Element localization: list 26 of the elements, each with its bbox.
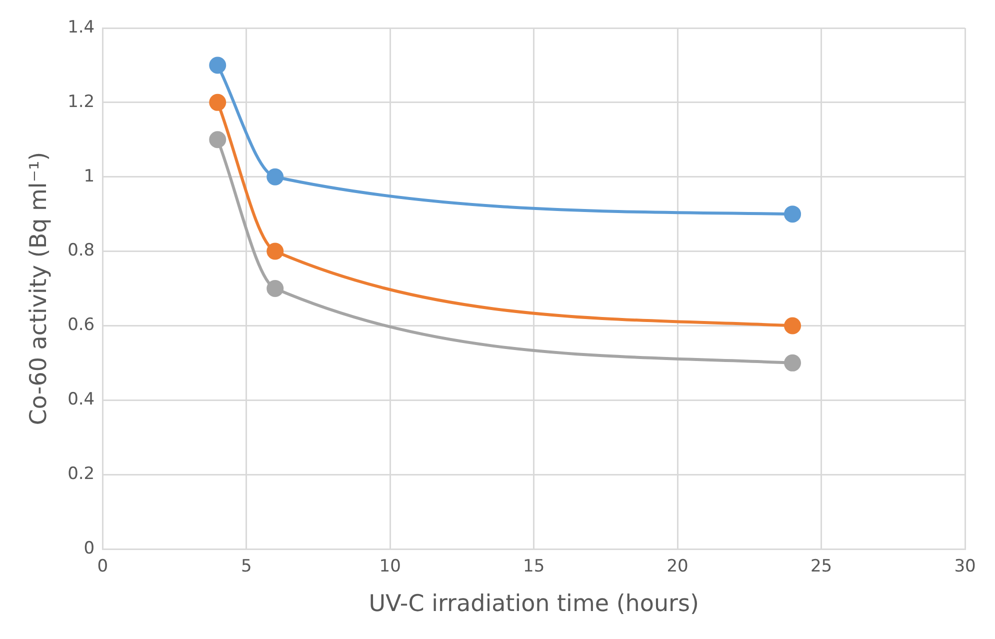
x-tick-label: 10: [379, 556, 401, 577]
y-tick-label: 1: [84, 166, 95, 186]
x-tick-label: 30: [954, 556, 976, 577]
y-tick-label: 0.8: [68, 240, 95, 261]
x-tick-label: 5: [240, 556, 252, 577]
y-tick-label: 0.2: [68, 464, 95, 484]
y-tick-label: 0.4: [68, 390, 95, 410]
point: [784, 317, 802, 334]
point: [266, 242, 284, 260]
point: [266, 168, 284, 186]
y-axis-title: Co-60 activity (Bq ml⁻¹): [26, 152, 52, 426]
point: [209, 131, 226, 148]
point: [784, 206, 802, 223]
x-tick-label: 15: [522, 556, 545, 577]
x-tick-label: 0: [97, 556, 108, 577]
point: [209, 56, 226, 74]
x-axis-title: UV-C irradiation time (hours): [368, 591, 699, 618]
x-tick-label: 20: [666, 556, 688, 577]
point: [209, 94, 226, 111]
x-tick-label: 25: [810, 556, 832, 577]
y-tick-label: 0: [84, 538, 95, 558]
y-tick-label: 1.4: [68, 17, 95, 38]
y-tick-label: 1.2: [68, 92, 95, 112]
point: [266, 280, 284, 297]
point: [784, 354, 802, 372]
y-tick-label: 0.6: [68, 315, 95, 336]
